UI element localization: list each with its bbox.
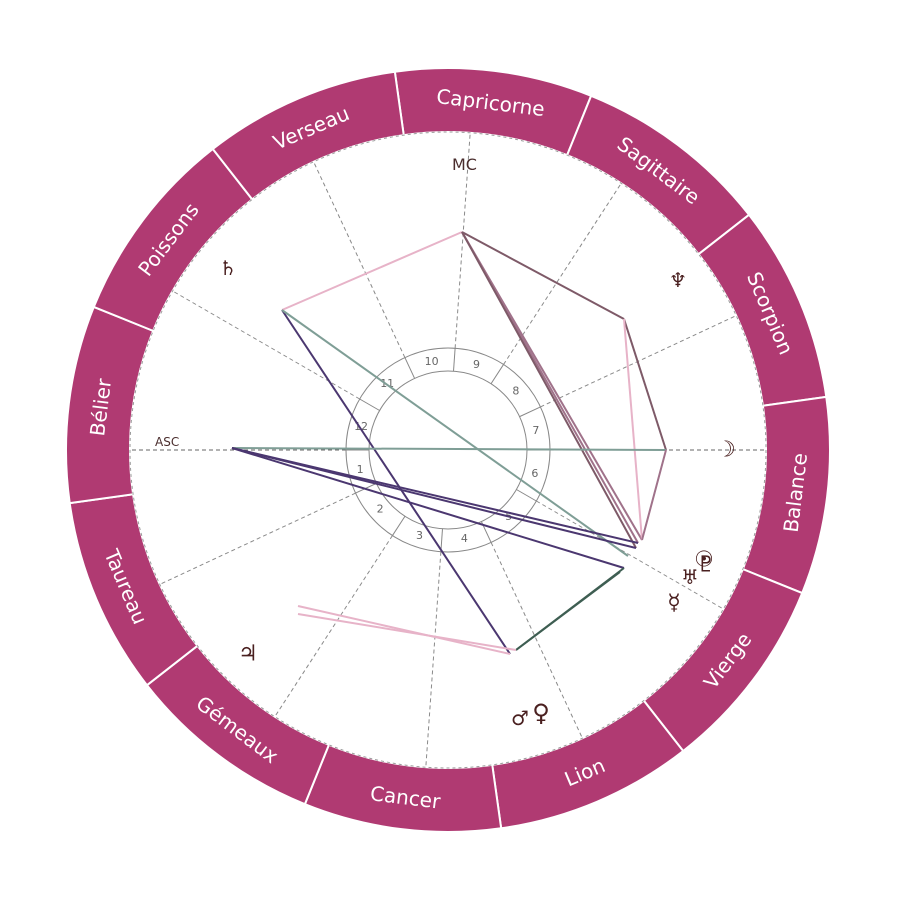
mars-glyph-icon: ♂ (511, 706, 529, 730)
neptune-glyph-icon: ♆ (669, 268, 687, 292)
aspect-lines (231, 231, 667, 655)
mercury-glyph-icon: ☿ (667, 591, 681, 616)
venus-glyph-icon: ♀ (532, 699, 550, 727)
house-divider (516, 489, 537, 502)
house-divider (490, 364, 504, 385)
jupiter-glyph-icon: ♃ (238, 642, 258, 667)
aspect-line (281, 231, 463, 311)
saturn-glyph-icon: ♄ (219, 256, 237, 280)
house-divider (440, 528, 443, 552)
aspect-line (297, 605, 511, 655)
house-number: 2 (377, 503, 384, 516)
aspect-line (461, 231, 637, 549)
aspect-line (297, 613, 517, 651)
house-number: 1 (357, 463, 364, 476)
aspect-line (641, 449, 667, 541)
house-cusp-line (536, 500, 724, 610)
house-number: 4 (461, 532, 468, 545)
house-cusp-line (313, 161, 406, 358)
aspect-line (281, 309, 629, 557)
pluto-glyph-icon: ♇ (696, 553, 716, 578)
aspect-line (515, 571, 621, 651)
aspect-line (231, 447, 637, 549)
house-divider (453, 348, 456, 372)
sun-glyph-icon: ☉ (694, 548, 714, 573)
house-number: 8 (512, 384, 519, 397)
mc-label: MC (452, 155, 477, 174)
aspect-line (623, 318, 667, 451)
house-cusp-line (274, 535, 393, 717)
aspect-line (281, 309, 511, 655)
house-divider (404, 357, 416, 379)
house-cusp-line (503, 183, 622, 365)
house-divider (359, 398, 380, 411)
uranus-glyph-icon: ♅ (681, 565, 699, 589)
house-number: 7 (532, 424, 539, 437)
planet-glyphs: ♄ ♆ ☽ ♇♅☉ ☿ ♀♂ ♃ (219, 256, 736, 730)
house-ring-dividers (346, 348, 550, 552)
asc-label: ASC (155, 435, 179, 449)
inner-dashed-circle (129, 131, 767, 769)
aspect-line (623, 318, 643, 541)
house-cusp-line (454, 132, 471, 349)
house-number: 6 (531, 467, 538, 480)
house-cusp-line (490, 542, 583, 739)
aspect-line (231, 447, 667, 451)
house-divider (519, 406, 541, 418)
moon-glyph-icon: ☽ (716, 438, 736, 463)
house-number: 9 (473, 358, 480, 371)
aspect-line (461, 231, 625, 320)
house-cusp-line (425, 551, 442, 768)
house-divider (392, 515, 406, 536)
aspect-line (231, 447, 625, 569)
aspect-line (461, 231, 643, 541)
house-number: 10 (425, 355, 439, 368)
house-number: 3 (416, 529, 423, 542)
house-cusp-line (159, 492, 356, 585)
